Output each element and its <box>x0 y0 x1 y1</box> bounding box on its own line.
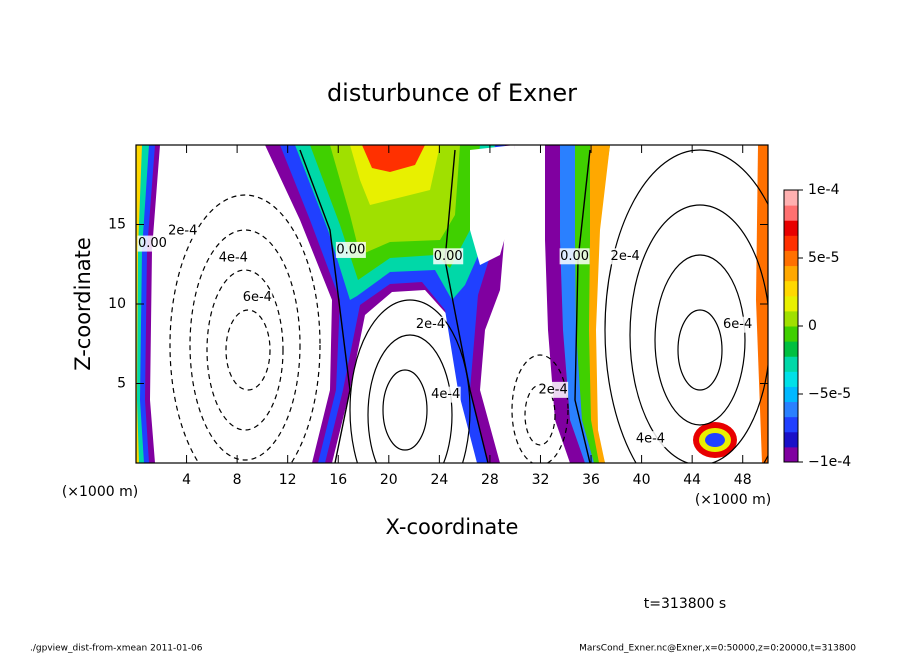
contour-label: 0.00 <box>560 249 589 264</box>
colorbar-swatch <box>784 190 798 206</box>
x-axis-label: X-coordinate <box>386 515 519 539</box>
annotation-bg <box>722 316 753 333</box>
contour-label: 4e-4 <box>431 387 460 402</box>
x-tick-label: 12 <box>279 472 297 488</box>
contour-label: 6e-4 <box>243 290 272 305</box>
x-tick-label: 48 <box>734 472 752 488</box>
x-tick-label: 40 <box>633 472 651 488</box>
colorbar-swatch <box>784 265 798 282</box>
colorbar-swatch <box>784 220 798 236</box>
annotation-bg <box>559 248 590 265</box>
contour-label: 0.00 <box>434 249 463 264</box>
colorbar-swatch <box>784 205 798 221</box>
annotation-bg <box>137 235 168 252</box>
colorbar-tick-label: 5e-5 <box>808 250 839 266</box>
colorbar-swatch <box>784 250 798 267</box>
contour-label: 2e-4 <box>168 223 197 238</box>
colorbar-swatch <box>784 416 798 433</box>
colorbar-swatch <box>784 326 798 342</box>
annotation-bg <box>610 248 641 265</box>
annotation-bg <box>430 386 461 403</box>
time-label: t=313800 s <box>644 596 726 612</box>
x-tick-label: 36 <box>582 472 600 488</box>
field <box>136 145 768 463</box>
contour-label: 2e-4 <box>539 382 568 397</box>
colorbar-tick-label: 0 <box>808 318 817 334</box>
footer-left: ./gpview_dist-from-xmean 2011-01-06 <box>30 644 203 654</box>
annotation-bg <box>242 289 273 306</box>
colorbar-swatch <box>784 341 798 357</box>
annotation-bg <box>538 381 569 398</box>
x-tick-label: 20 <box>380 472 398 488</box>
y-tick-label: 15 <box>108 217 126 233</box>
contour-label: 4e-4 <box>636 432 665 447</box>
colorbar-swatch <box>784 386 798 403</box>
colorbar-tick-label: −5e-5 <box>808 386 851 402</box>
colorbar-swatch <box>784 295 798 312</box>
x-tick-label: 24 <box>430 472 448 488</box>
x-tick-label: 44 <box>683 472 701 488</box>
colorbar-swatch <box>784 235 798 251</box>
colorbar-swatch <box>784 310 798 327</box>
contour-label: 2e-4 <box>416 317 445 332</box>
x-tick-label: 4 <box>182 472 191 488</box>
x-tick-label: 16 <box>329 472 347 488</box>
contour-label: 4e-4 <box>219 250 248 265</box>
y-unit: (×1000 m) <box>62 484 138 500</box>
annotation-bg <box>167 222 198 239</box>
x-tick-label: 32 <box>532 472 550 488</box>
annotation-bg <box>335 241 366 258</box>
colorbar-swatch <box>784 401 798 418</box>
plot-frame <box>135 144 769 464</box>
colorbar-tick-label: 1e-4 <box>808 182 840 198</box>
colorbar-swatch <box>784 446 798 463</box>
annotation-bg <box>218 249 249 266</box>
annotation-bg <box>415 316 446 333</box>
annotation-bg <box>635 431 666 448</box>
chart-title: disturbunce of Exner <box>327 79 577 107</box>
colorbar-swatch <box>784 431 798 448</box>
colorbar-swatch <box>784 371 798 387</box>
contour-label: 6e-4 <box>723 317 752 332</box>
contour-label: 0.00 <box>138 236 167 251</box>
x-tick-label: 28 <box>481 472 499 488</box>
y-tick-label: 5 <box>117 376 126 392</box>
x-tick-label: 8 <box>233 472 242 488</box>
y-tick-label: 10 <box>108 296 126 312</box>
colorbar-tick-label: −1e-4 <box>808 454 851 470</box>
x-unit: (×1000 m) <box>695 492 771 508</box>
contour-label: 2e-4 <box>611 249 640 264</box>
colorbar-frame <box>783 189 799 463</box>
colorbar-swatch <box>784 356 798 372</box>
footer-right: MarsCond_Exner.nc@Exner,x=0:50000,z=0:20… <box>579 644 856 654</box>
contour-label: 0.00 <box>336 242 365 257</box>
colorbar-swatch <box>784 280 798 297</box>
annotation-bg <box>433 248 464 265</box>
y-axis-label: Z-coordinate <box>71 237 95 371</box>
